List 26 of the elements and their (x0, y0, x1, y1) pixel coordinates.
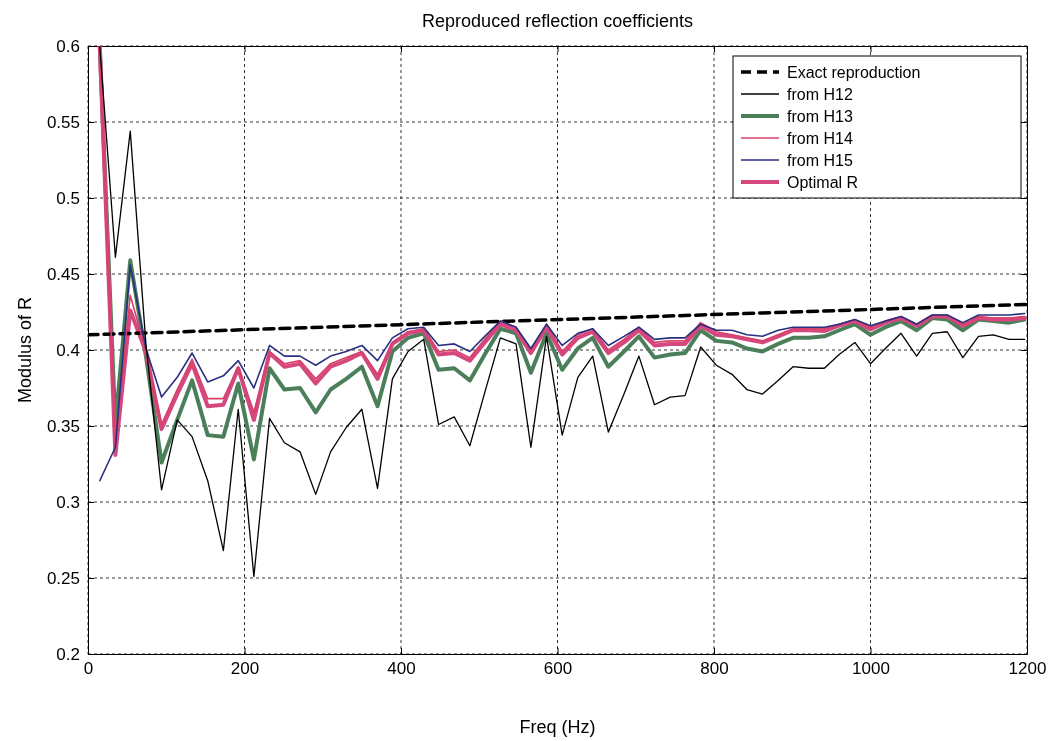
y-axis-title: Modulus of R (15, 296, 35, 404)
x-tick-label: 800 (700, 659, 729, 679)
chart-title: Reproduced reflection coefficients (422, 11, 693, 31)
y-tick-label: 0.5 (56, 188, 80, 208)
x-tick-label: 600 (543, 659, 573, 679)
y-tick-label: 0.4 (56, 340, 80, 360)
y-tick-label: 0.6 (56, 36, 80, 56)
x-tick-label: 0 (83, 659, 94, 679)
y-tick-label: 0.45 (46, 264, 80, 284)
x-axis-title: Freq (Hz) (519, 717, 596, 737)
legend-label: from H13 (787, 108, 853, 125)
legend-label: from H15 (787, 152, 853, 169)
x-tick-label: 400 (387, 659, 416, 679)
legend-label: from H12 (787, 86, 853, 103)
y-tick-label: 0.35 (46, 416, 80, 436)
line-series (98, 264, 1026, 482)
x-tick-label: 1200 (1008, 659, 1047, 679)
x-tick-label: 1000 (852, 659, 890, 679)
y-tick-label: 0.55 (46, 112, 80, 132)
y-tick-label: 0.2 (56, 644, 80, 664)
x-tick-label: 200 (230, 659, 260, 679)
legend-label: Optimal R (787, 174, 859, 191)
legend-label: Exact reproduction (787, 64, 921, 81)
y-tick-label: 0.3 (56, 492, 80, 512)
legend-label: from H14 (787, 130, 853, 147)
y-tick-label: 0.25 (46, 568, 80, 588)
